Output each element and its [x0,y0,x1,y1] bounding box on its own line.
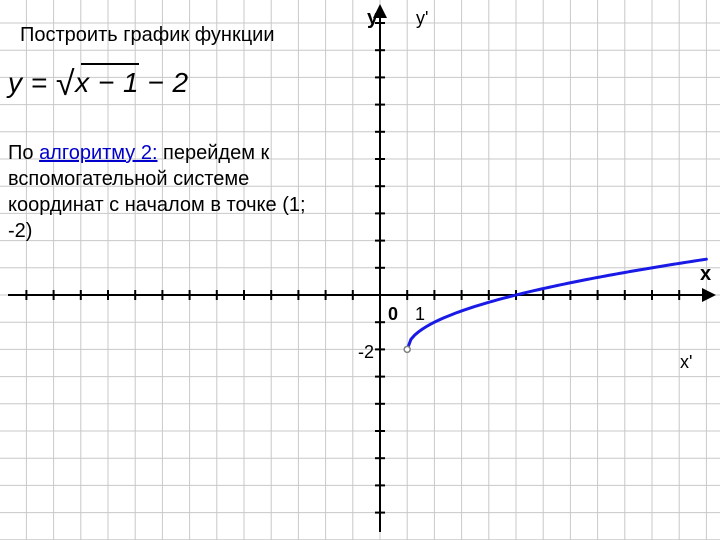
formula-lhs: y = [8,67,56,98]
plot-title: Построить график функции [20,24,275,47]
algorithm-link[interactable]: алгоритму 2: [39,142,157,164]
body-prefix: По [8,142,39,164]
svg-text:0: 0 [388,304,398,324]
svg-text:y': y' [416,8,428,28]
chart-container: y x 01 -2 y' x' Построить график функции y = … [0,0,720,540]
formula-radicand: x − 1 [75,67,139,98]
svg-text:y: y [367,7,379,29]
svg-text:1: 1 [415,304,425,324]
sqrt-expr: √x − 1 [56,62,139,101]
svg-text:-2: -2 [358,342,374,362]
formula-tail: − 2 [139,67,188,98]
svg-text:x: x [700,263,711,285]
svg-text:x': x' [680,352,692,372]
formula: y = √x − 1 − 2 [8,62,189,101]
explanation-text: По алгоритму 2: перейдем к вспомогательн… [8,140,328,244]
